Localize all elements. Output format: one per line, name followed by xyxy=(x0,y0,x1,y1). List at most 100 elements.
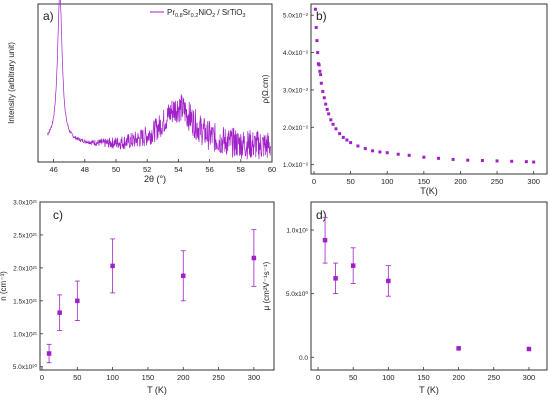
x-ticks-a: 46 48 50 52 54 56 58 60 xyxy=(49,159,276,174)
data-point xyxy=(385,151,389,155)
x-tick-label: 250 xyxy=(491,177,504,186)
data-point xyxy=(480,159,484,163)
x-tick-label: 250 xyxy=(212,373,225,382)
data-point xyxy=(456,346,461,351)
x-tick-label: 60 xyxy=(268,165,276,174)
x-tick-label: 46 xyxy=(49,165,57,174)
data-point xyxy=(532,160,536,164)
data-point xyxy=(524,160,528,164)
data-point xyxy=(396,152,400,156)
y-tick-label: 0.0 xyxy=(299,355,308,362)
y-ticks-b: 1.0x10⁻² 2.0x10⁻² 3.0x10⁻² 4.0x10⁻² 5.0x10⁻² xyxy=(283,13,314,169)
panel-d: d) 0 50 100 150 200 250 300 0.05.0x10⁰1.0x10¹ … xyxy=(262,201,548,395)
x-tick-label: 50 xyxy=(346,177,354,186)
plot-frame-c xyxy=(39,201,275,371)
y-tick-label: 3.0x10⁻² xyxy=(283,87,309,94)
y-tick-label: 4.0x10⁻² xyxy=(283,50,309,57)
data-point xyxy=(341,135,345,139)
data-point xyxy=(466,158,470,162)
x-axis-label-a: 2θ (°) xyxy=(144,174,166,184)
data-point xyxy=(510,159,514,163)
panel-b-label: b) xyxy=(316,9,327,23)
plot-frame-d xyxy=(310,201,548,371)
data-point xyxy=(363,147,367,151)
data-point xyxy=(331,122,335,126)
data-point xyxy=(319,73,323,77)
panel-b: b) 0 50 100 150 200 250 300 1.0x10⁻² 2.0x10⁻² 3.… xyxy=(261,3,548,196)
y-axis-label-c: n (cm⁻³) xyxy=(0,271,8,301)
data-point xyxy=(322,237,328,243)
x-tick-label: 300 xyxy=(248,373,261,382)
data-point xyxy=(110,263,115,269)
x-tick-label: 54 xyxy=(174,165,182,174)
data-point xyxy=(386,278,391,284)
plot-frame-a xyxy=(37,3,273,163)
data-point xyxy=(349,141,353,145)
x-tick-label: 200 xyxy=(452,373,465,382)
y-tick-label: 1.0x10²¹ xyxy=(13,331,38,338)
x-tick-label: 100 xyxy=(106,373,119,382)
data-point xyxy=(436,156,440,160)
data-point xyxy=(75,298,80,304)
data-point xyxy=(318,69,322,73)
y-tick-label: 5.0x10⁻² xyxy=(283,13,309,20)
x-tick-label: 100 xyxy=(382,373,395,382)
data-point xyxy=(356,144,360,148)
data-point xyxy=(313,7,317,11)
x-axis-label-d: T (K) xyxy=(419,385,439,395)
panel-c: c) 0 50 100 150 200 250 300 5.0x10²⁰ 1.0x10²¹ 1.… xyxy=(0,200,275,395)
y-tick-label: 1.0x10¹ xyxy=(286,228,309,235)
y-tick-label: 2.5x10²¹ xyxy=(13,232,38,239)
x-tick-label: 100 xyxy=(381,177,394,186)
data-point xyxy=(338,132,342,136)
data-point xyxy=(422,155,426,159)
panel-c-label: c) xyxy=(53,208,63,222)
data-point xyxy=(451,157,455,161)
x-ticks-d: 0 50 100 150 200 250 300 xyxy=(316,367,535,382)
data-point xyxy=(495,159,499,163)
panel-a: a) 46 48 50 52 54 56 58 60 2θ (°) Intensity (ar… xyxy=(7,0,276,184)
data-point xyxy=(324,102,328,106)
data-point xyxy=(316,51,320,55)
y-tick-label: 2.0x10²¹ xyxy=(13,265,38,272)
data-point xyxy=(314,26,318,30)
carrier-density-points xyxy=(46,229,257,364)
x-tick-label: 48 xyxy=(81,165,89,174)
data-point xyxy=(319,81,323,85)
x-tick-label: 0 xyxy=(40,373,44,382)
x-tick-label: 56 xyxy=(205,165,213,174)
y-tick-label: 1.5x10²¹ xyxy=(13,298,38,305)
data-point xyxy=(526,346,532,352)
data-point xyxy=(407,153,411,157)
y-tick-label: 5.0x10²⁰ xyxy=(13,363,38,371)
data-point xyxy=(333,276,338,281)
data-point xyxy=(322,96,326,100)
x-tick-label: 52 xyxy=(143,165,151,174)
data-point xyxy=(325,107,329,111)
y-axis-label-b: ρ(Ω.cm) xyxy=(261,74,270,103)
legend-a: Pr0.8Sr0.2NiO2 / SrTiO3 xyxy=(150,8,245,19)
x-axis-label-c: T (K) xyxy=(147,385,167,395)
xrd-spectrum-line xyxy=(47,0,271,160)
y-axis-label-d: μ (cm²V⁻¹s⁻¹) xyxy=(262,261,271,310)
x-tick-label: 0 xyxy=(316,373,320,382)
data-point xyxy=(251,255,257,261)
x-axis-label-b: T(K) xyxy=(420,186,438,196)
x-tick-label: 200 xyxy=(177,373,190,382)
x-tick-label: 50 xyxy=(112,165,120,174)
panel-d-label: d) xyxy=(316,208,327,222)
panel-a-label: a) xyxy=(43,9,54,23)
y-ticks-d: 0.0 5.0x10⁰ 1.0x10¹ xyxy=(286,228,314,362)
x-tick-label: 0 xyxy=(312,177,316,186)
x-tick-label: 150 xyxy=(417,373,430,382)
data-point xyxy=(46,351,52,356)
x-tick-label: 50 xyxy=(349,373,357,382)
y-tick-label: 1.0x10⁻² xyxy=(283,162,309,169)
data-point xyxy=(315,39,319,43)
data-point xyxy=(350,263,356,268)
resistivity-points xyxy=(313,7,536,164)
data-point xyxy=(57,310,62,315)
y-tick-label: 3.0x10²¹ xyxy=(13,200,38,207)
y-axis-label-a: Intensity (arbitrary unit) xyxy=(7,42,16,124)
